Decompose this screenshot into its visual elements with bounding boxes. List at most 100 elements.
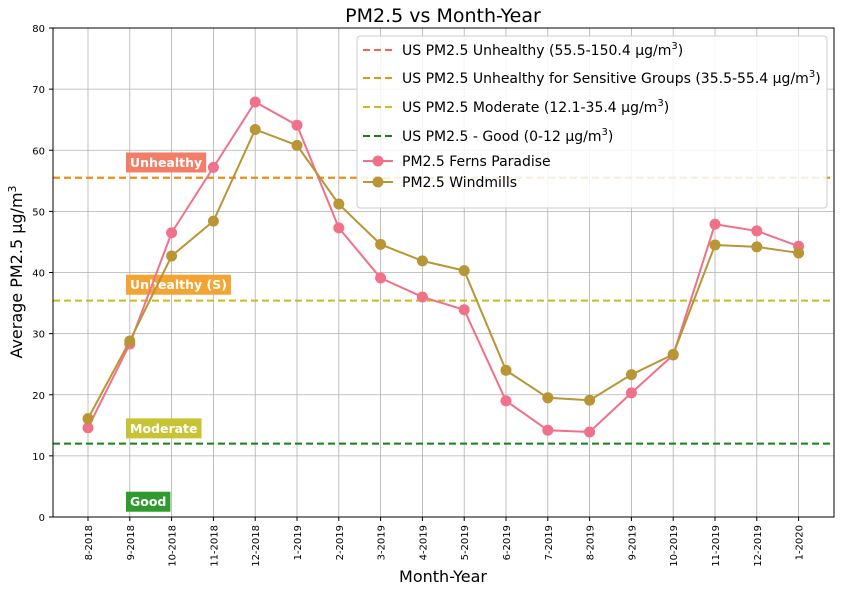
x-tick-label: 6-2019 [502,525,513,560]
legend-entry-end: ) [664,100,669,116]
data-point [291,119,303,131]
x-axis-label: Month-Year [399,567,487,586]
x-tick-label: 10-2018 [168,525,179,567]
zone-label-text: Unhealthy (S) [130,277,227,292]
series-line [87,128,799,420]
y-axis-label: Average PM2.5 µg/m3 [6,185,26,358]
legend-entry-text: US PM2.5 Unhealthy (55.5-150.4 µg/m [402,43,671,59]
y-tick-label: 50 [32,207,45,218]
zone-label-text: Moderate [130,421,198,436]
data-point [584,394,596,406]
x-tick-label: 3-2019 [377,525,388,560]
x-tick-label: 10-2019 [669,525,680,567]
data-point [166,250,178,262]
zone-label: Moderate [126,418,202,439]
legend-marker [372,176,384,188]
x-tick-label: 12-2019 [753,525,764,567]
zone-label-text: Unhealthy [130,155,202,170]
legend-entry-label: PM2.5 Windmills [402,175,517,191]
data-point [751,241,763,253]
y-tick-label: 80 [32,24,45,35]
legend-entry-label: US PM2.5 Unhealthy (55.5-150.4 µg/m3) [402,41,683,59]
legend-marker [372,155,384,167]
y-tick-label: 0 [39,513,45,524]
legend-entry-sup: 3 [601,127,607,138]
legend: US PM2.5 Unhealthy (55.5-150.4 µg/m3)US … [356,35,828,209]
zone-label-box [126,274,231,295]
data-point [458,304,470,316]
data-point [82,422,94,434]
zone-label: Unhealthy (S) [126,274,231,295]
data-point [751,225,763,237]
zone-label-box [126,152,207,173]
data-point [124,335,136,347]
x-tick-label: 4-2019 [418,525,429,560]
data-point [249,123,261,135]
y-tick-label: 10 [32,452,45,463]
x-tick-label: 5-2019 [460,525,471,560]
data-point [500,364,512,376]
legend-entry-text: US PM2.5 - Good (0-12 µg/m [402,129,601,145]
chart-title: PM2.5 vs Month-Year [345,5,541,27]
legend-box [356,35,828,209]
legend-entry-end: ) [815,71,820,87]
zone-label: Good [126,491,171,512]
x-tick-label: 8-2019 [586,525,597,560]
series-line [87,100,799,434]
legend-entry-text: US PM2.5 Unhealthy for Sensitive Groups … [402,71,809,87]
x-tick-label: 9-2019 [627,525,638,560]
data-point [207,215,219,227]
legend-entry-label: US PM2.5 - Good (0-12 µg/m3) [402,127,613,145]
data-point [333,198,345,210]
data-point [291,139,303,151]
data-point [542,392,554,404]
zone-labels: Unhealthy Unhealthy (S) Moderate Good [126,152,231,512]
y-axis-ticks: 0 10 20 30 40 50 60 70 80 [32,24,53,524]
x-tick-label: 11-2018 [209,525,220,567]
x-tick-label: 2-2019 [335,525,346,560]
y-tick-label: 30 [32,330,45,341]
data-point [207,161,219,173]
legend-entry-sup: 3 [809,69,815,80]
x-tick-label: 1-2020 [795,525,806,560]
data-series [82,96,805,438]
y-tick-label: 60 [32,146,45,157]
x-tick-label: 8-2018 [84,525,95,560]
zone-label-text: Good [130,494,166,509]
data-point [249,96,261,108]
data-point [375,272,387,284]
data-point [500,395,512,407]
data-point [82,413,94,425]
legend-entry-sup: 3 [671,41,677,52]
x-axis-ticks: 8-2018 9-2018 10-2018 11-2018 12-2018 1-2019 2… [84,517,806,567]
legend-entry-label: PM2.5 Ferns Paradise [402,154,551,170]
y-tick-label: 40 [32,269,45,280]
data-point [416,291,428,303]
data-point [333,222,345,234]
legend-entry-end: ) [608,129,613,145]
y-axis-label-main: Average PM2.5 µg/m [7,192,26,358]
x-tick-label: 9-2018 [126,525,137,560]
reference-lines [53,176,834,445]
data-point [584,426,596,438]
data-point [667,348,679,360]
data-point [542,424,554,436]
zone-label-box [126,418,202,439]
data-point [458,265,470,277]
y-tick-label: 20 [32,391,45,402]
x-tick-label: 12-2018 [251,525,262,567]
y-tick-label: 70 [32,85,45,96]
zone-label-box [126,491,171,512]
legend-entry-text: US PM2.5 Moderate (12.1-35.4 µg/m [402,100,657,116]
data-point [166,227,178,239]
x-tick-label: 7-2019 [544,525,555,560]
data-point [416,255,428,267]
data-point [709,218,721,230]
x-tick-label: 11-2019 [711,525,722,567]
legend-entry-end: ) [678,43,683,59]
data-point [793,247,805,259]
legend-entry-label: US PM2.5 Moderate (12.1-35.4 µg/m3) [402,98,669,116]
data-point [625,369,637,381]
y-axis-label-sup: 3 [6,185,19,192]
